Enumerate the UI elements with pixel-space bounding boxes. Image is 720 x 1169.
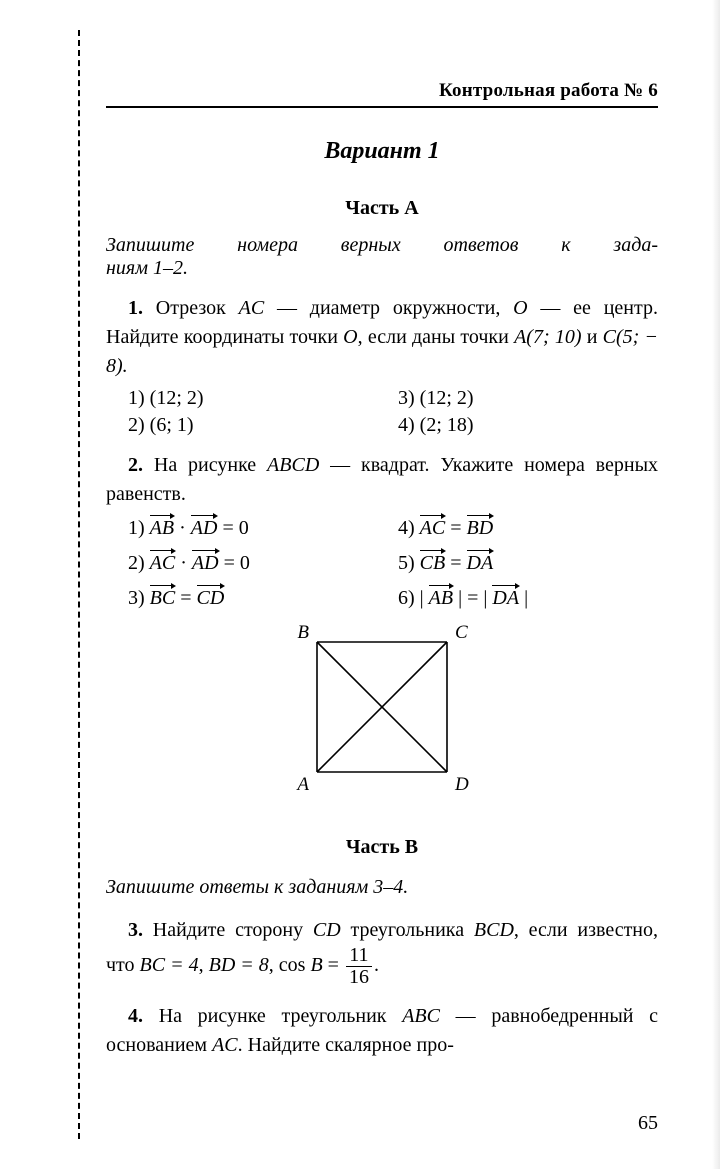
option-3: 3) BC = CD (128, 585, 388, 610)
part-a-title: Часть А (106, 197, 658, 220)
scan-shadow (712, 0, 720, 1169)
problem-4-number: 4. (128, 1005, 143, 1027)
triangle-bcd: BCD (474, 919, 514, 941)
part-a-instruction-line2: ниям 1–2. (106, 257, 658, 280)
point-a: A(7; 10) (514, 326, 581, 348)
part-b-title: Часть В (106, 836, 658, 859)
triangle-abc: ABC (402, 1005, 440, 1027)
vector-ad: AD (191, 515, 218, 540)
base-ac: AC (212, 1034, 238, 1056)
problem-2: 2. На рисунке ABCD — квадрат. Укажите но… (106, 451, 658, 509)
part-a-instruction-line1: Запишите номера верных ответов к зада- (106, 234, 658, 257)
fraction-11-16: 1116 (346, 945, 372, 988)
text: — диаметр окружности, (264, 297, 513, 319)
variant-title: Вариант 1 (106, 138, 658, 165)
text: На рисунке (154, 454, 267, 476)
option-4: 4) AC = BD (398, 515, 658, 540)
problem-1-number: 1. (128, 297, 143, 319)
vector-bc: BC (150, 585, 176, 610)
bc-value: BC = 4 (140, 954, 199, 976)
svg-text:A: A (295, 774, 309, 795)
vector-ac: AC (150, 550, 176, 575)
option-1: 1) AB · AD = 0 (128, 515, 388, 540)
text: Отрезок (156, 297, 239, 319)
angle-b: B (310, 954, 322, 976)
vector-da: DA (492, 585, 519, 610)
page: Контрольная работа № 6 Вариант 1 Часть А… (0, 0, 720, 1169)
option-4: 4) (2; 18) (398, 414, 658, 437)
vector-da: DA (467, 550, 494, 575)
option-3: 3) (12; 2) (398, 387, 658, 410)
binding-perforation (78, 30, 80, 1139)
option-6: 6) | AB | = | DA | (398, 585, 658, 610)
vector-ab: AB (429, 585, 453, 610)
problem-4: 4. На рисунке треугольник ABC — равнобед… (106, 1002, 658, 1060)
option-1: 1) (12; 2) (128, 387, 388, 410)
square-figure: B C A D (287, 624, 477, 804)
problem-1-options: 1) (12; 2) 3) (12; 2) 2) (6; 1) 4) (2; 1… (106, 387, 658, 437)
content-area: Контрольная работа № 6 Вариант 1 Часть А… (106, 80, 658, 1129)
option-2: 2) AC · AD = 0 (128, 550, 388, 575)
side-cd: CD (313, 919, 341, 941)
page-number: 65 (638, 1112, 658, 1135)
svg-text:B: B (297, 624, 309, 643)
problem-2-options: 1) AB · AD = 0 4) AC = BD 2) AC · AD = 0… (106, 515, 658, 610)
part-b-instruction: Запишите ответы к заданиям 3–4. (106, 873, 658, 902)
problem-1: 1. Отрезок AC — диаметр окружности, O — … (106, 294, 658, 381)
vector-ad: AD (192, 550, 219, 575)
vector-cb: CB (420, 550, 446, 575)
problem-2-number: 2. (128, 454, 143, 476)
vector-bd: BD (467, 515, 494, 540)
svg-text:C: C (455, 624, 468, 643)
option-2: 2) (6; 1) (128, 414, 388, 437)
option-5: 5) CB = DA (398, 550, 658, 575)
problem-3-number: 3. (128, 919, 143, 941)
point-o: O (513, 297, 527, 319)
vector-ac: AC (420, 515, 446, 540)
vector-ab: AB (150, 515, 174, 540)
problem-3: 3. Найдите сторону CD треугольника BCD, … (106, 916, 658, 988)
point-o-2: O (343, 326, 357, 348)
square-abcd: ABCD (267, 454, 319, 476)
svg-text:D: D (454, 774, 469, 795)
segment-ac: AC (239, 297, 265, 319)
running-head: Контрольная работа № 6 (106, 80, 658, 108)
bd-value: BD = 8 (209, 954, 269, 976)
vector-cd: CD (197, 585, 225, 610)
text: , если даны точки (358, 326, 514, 348)
text: и (581, 326, 602, 348)
